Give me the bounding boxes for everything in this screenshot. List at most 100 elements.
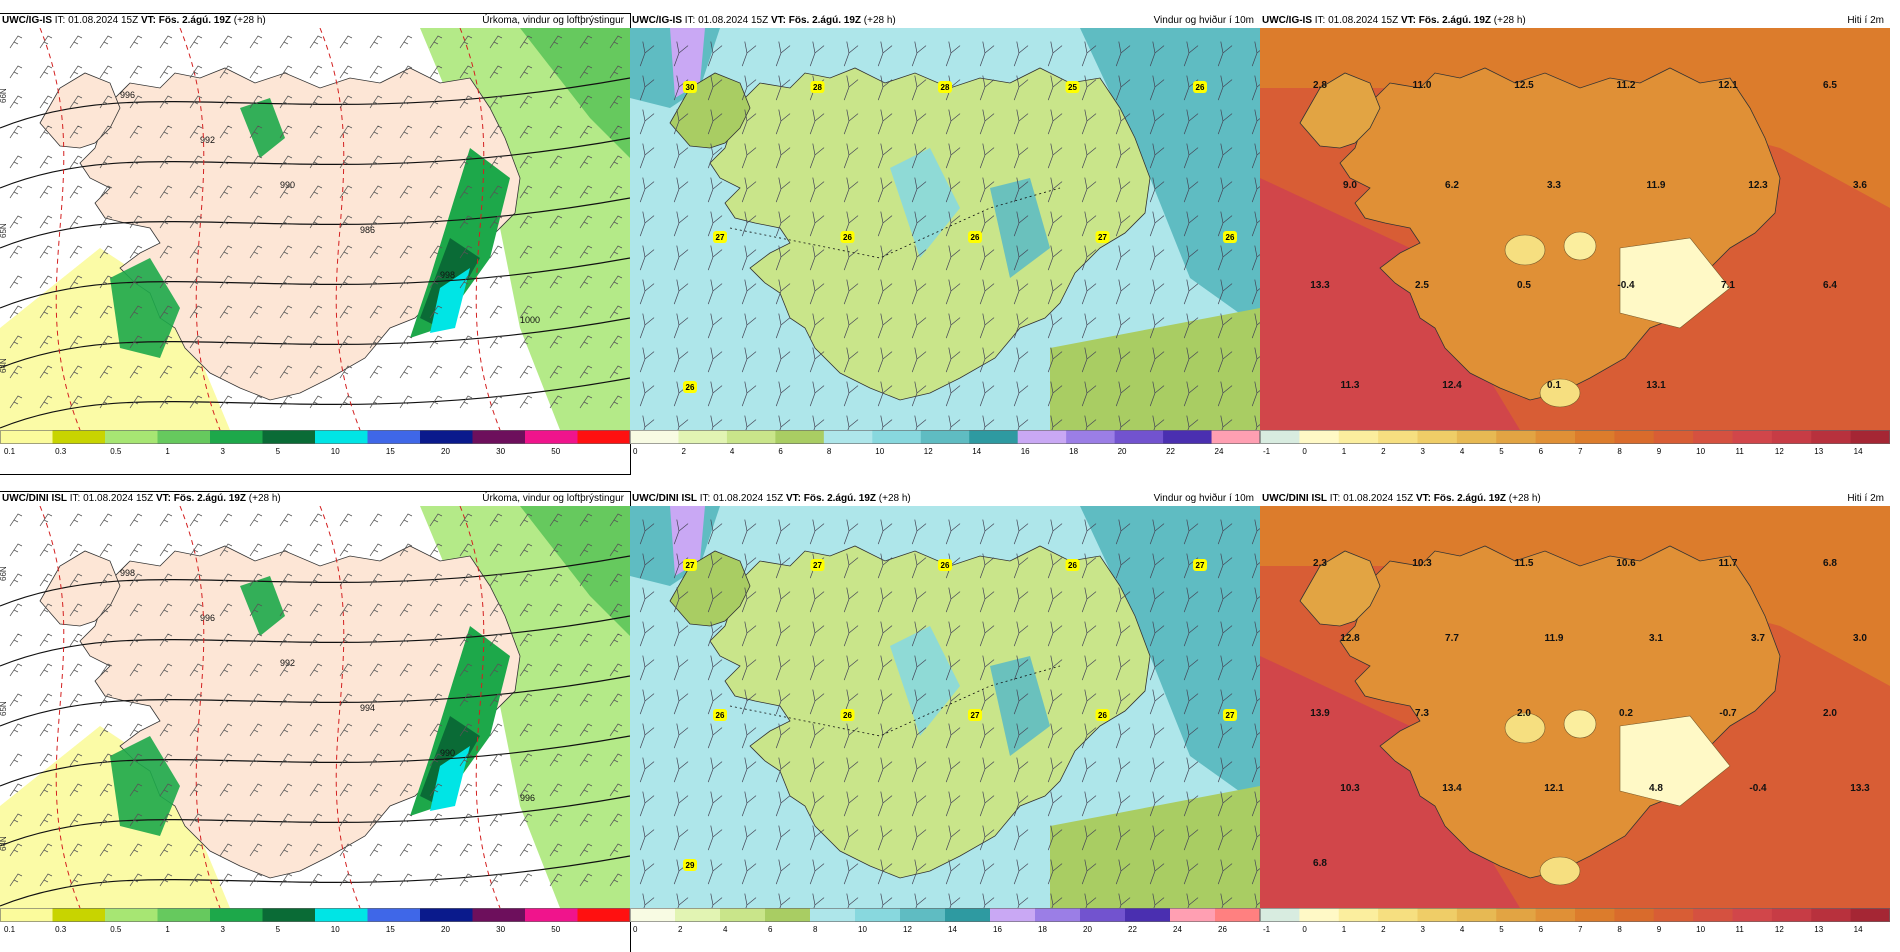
gust-label-box: [1223, 709, 1237, 721]
wind-arrow: [809, 791, 825, 817]
gust-label-box: [683, 559, 697, 571]
isotherm-line: [459, 506, 501, 908]
wind-barb: [369, 693, 383, 707]
wind-arrow: [1217, 415, 1233, 430]
wind-barb: [549, 753, 563, 767]
colorbar-tick-label: 8: [1617, 925, 1622, 934]
wind-arrow: [1217, 279, 1233, 305]
wind-arrow: [1217, 757, 1233, 783]
wind-arrow: [1081, 245, 1097, 271]
wind-arrow: [1047, 689, 1063, 715]
colorbar-swatch: [1771, 908, 1812, 922]
wind-arrow: [1217, 41, 1233, 67]
wind-arrow: [775, 859, 791, 885]
wind-barb: [39, 843, 53, 857]
wind-arrow: [639, 621, 655, 647]
wind-barb: [279, 873, 293, 887]
temperature-label: 13.4: [1442, 783, 1462, 794]
wind-arrow: [1217, 689, 1233, 715]
panel-precip-ig: UWC/IG-IS IT: 01.08.2024 15Z VT: Fös. 2.…: [0, 13, 631, 475]
wind-barb: [399, 693, 413, 707]
temperature-label: 10.3: [1340, 783, 1360, 794]
temperature-label: 2.0: [1823, 708, 1837, 719]
temperature-map: 2.3 10.3 11.5 10.6 11.7 6.8 12.8 7.7 11.9 3.1 3.7 3…: [1260, 506, 1890, 908]
wind-arrow: [911, 757, 927, 783]
wind-arrow: [809, 655, 825, 681]
wind-arrow: [1217, 313, 1233, 339]
wind-arrow: [775, 519, 791, 545]
wind-barb: [489, 365, 503, 379]
gust-label-box: [1193, 81, 1207, 93]
wind-barb: [9, 573, 23, 587]
gust-label-box: [683, 81, 697, 93]
wind-arrow: [809, 109, 825, 135]
valid-time: Fös. 2.ágú. 19Z: [788, 15, 861, 26]
temperature-map: 2.8 11.0 12.5 11.2 12.1 6.5 9.0 6.2 3.3 11.9 12.3 3…: [1260, 28, 1890, 430]
wind-barb: [69, 365, 83, 379]
wind-barb: [189, 513, 203, 527]
wind-barb: [609, 335, 623, 349]
wind-barb: [189, 693, 203, 707]
wind-area: [1050, 308, 1260, 430]
wind-arrow: [673, 621, 689, 647]
wind-barb: [159, 35, 173, 49]
wind-barb: [9, 723, 23, 737]
wind-barb: [459, 603, 473, 617]
iceland-outline: [79, 545, 521, 879]
wind-arrow: [911, 109, 927, 135]
wind-barb: [279, 783, 293, 797]
wind-arrow: [1047, 211, 1063, 237]
wind-barb: [549, 783, 563, 797]
colorbar-swatch: [105, 430, 158, 444]
wind-barb: [339, 513, 353, 527]
wind-barb: [39, 275, 53, 289]
isobar-label: 994: [360, 703, 375, 713]
wind-barb: [429, 65, 443, 79]
wind-barb: [339, 693, 353, 707]
wind-arrow: [877, 109, 893, 135]
colorbar-swatch: [1496, 430, 1537, 444]
wind-barb: [609, 215, 623, 229]
wind-barb: [459, 305, 473, 319]
wind-barb: [159, 275, 173, 289]
wind-barb: [459, 843, 473, 857]
wind-arrow: [1251, 757, 1260, 783]
wind-arrow: [1047, 109, 1063, 135]
wind-barb: [429, 35, 443, 49]
wind-barb: [129, 603, 143, 617]
wind-arrow: [979, 655, 995, 681]
gust-label: 27: [971, 711, 980, 720]
wind-arrow: [1183, 211, 1199, 237]
wind-arrow: [843, 825, 859, 851]
wind-arrow: [1149, 859, 1165, 885]
colorbar-tick-label: 10: [1696, 447, 1705, 456]
precip-area: [430, 268, 470, 333]
wind-barb: [189, 663, 203, 677]
colorbar-tick-label: 4: [1460, 447, 1465, 456]
colorbar-swatch: [1338, 430, 1379, 444]
wind-arrow: [639, 825, 655, 851]
wind-arrow: [707, 859, 723, 885]
wind-barb: [429, 843, 443, 857]
wind-arrow: [707, 825, 723, 851]
precip-colorbar: 0.1 0.3 0.5 1 3 5 10 15 20 30 50: [0, 908, 630, 934]
wind-arrow: [741, 279, 757, 305]
wind-barb: [69, 573, 83, 587]
colorbar-swatch: [855, 908, 901, 922]
wind-arrow: [945, 143, 961, 169]
wind-barb: [339, 663, 353, 677]
wind-arrow: [1251, 109, 1260, 135]
wind-arrow: [843, 859, 859, 885]
wind-barb: [489, 125, 503, 139]
wind-barb: [39, 215, 53, 229]
model-name: UWC/IG-IS: [1262, 15, 1312, 26]
wind-arrow: [1183, 621, 1199, 647]
wind-barb: [69, 543, 83, 557]
wind-barb: [489, 335, 503, 349]
isobar-label: 990: [280, 180, 295, 190]
temperature-label: 0.5: [1517, 280, 1531, 291]
wind-arrow: [945, 791, 961, 817]
wind-arrow: [911, 75, 927, 101]
wind-arrow: [1217, 825, 1233, 851]
wind-arrow: [775, 347, 791, 373]
